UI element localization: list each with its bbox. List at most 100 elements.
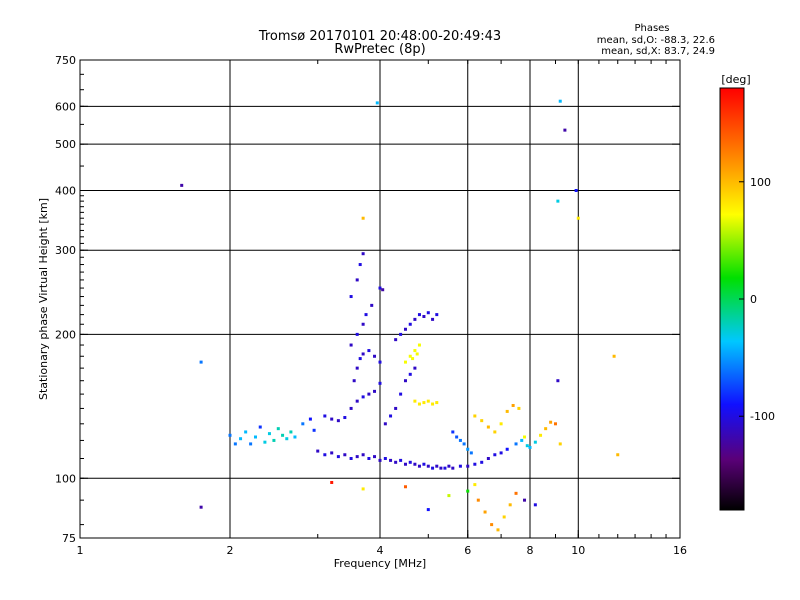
scatter-point: [361, 252, 365, 256]
y-tick-label: 500: [55, 138, 76, 151]
scatter-point: [553, 422, 557, 426]
scatter-point: [349, 343, 353, 347]
scatter-point: [403, 462, 407, 466]
x-tick-label: 6: [464, 544, 471, 557]
x-axis-ticks: 1 2 4 6 8 10 16: [77, 60, 687, 557]
scatter-point: [415, 352, 419, 356]
x-tick-label: 1: [77, 544, 84, 557]
scatter-point: [426, 311, 430, 315]
scatter-point: [239, 437, 243, 441]
scatter-point: [426, 399, 430, 403]
scatter-point: [431, 402, 435, 406]
scatter-point: [358, 263, 362, 267]
scatter-point: [233, 442, 237, 446]
scatter-point: [330, 417, 334, 421]
scatter-point: [330, 480, 334, 484]
scatter-point: [514, 491, 518, 495]
scatter-point: [336, 455, 340, 459]
scatter-point: [417, 464, 421, 468]
scatter-point: [361, 453, 365, 457]
scatter-point: [413, 462, 417, 466]
scatter-point: [493, 453, 497, 457]
scatter-point: [533, 440, 537, 444]
scatter-point: [528, 445, 532, 449]
scatter-point: [505, 409, 509, 413]
scatter-point: [355, 366, 359, 370]
y-tick-label: 75: [62, 532, 76, 545]
y-axis-label: Stationary phase Virtual Height [km]: [37, 198, 50, 400]
scatter-point: [490, 523, 494, 527]
scatter-point: [417, 313, 421, 317]
scatter-point: [447, 494, 451, 498]
scatter-point: [389, 458, 393, 462]
scatter-point: [466, 447, 470, 451]
scatter-point: [525, 444, 529, 448]
scatter-point: [413, 399, 417, 403]
scatter-point: [439, 466, 443, 470]
scatter-point: [361, 322, 365, 326]
scatter-point: [422, 401, 426, 405]
scatter-point: [612, 354, 616, 358]
scatter-point: [544, 427, 548, 431]
scatter-point: [373, 389, 377, 393]
scatter-point: [476, 498, 480, 502]
scatter-point: [480, 460, 484, 464]
scatter-point: [523, 498, 527, 502]
scatter-point: [403, 327, 407, 331]
scatter-point: [574, 188, 578, 192]
scatter-point: [523, 435, 527, 439]
scatter-point: [361, 352, 365, 356]
scatter-point: [367, 392, 371, 396]
scatter-point: [330, 451, 334, 455]
scatter-point: [413, 366, 417, 370]
scatter-point: [486, 425, 490, 429]
scatter-point: [355, 332, 359, 336]
scatter-point: [375, 101, 379, 105]
x-tick-label: 16: [673, 544, 687, 557]
x-tick-label: 2: [227, 544, 234, 557]
scatter-point: [394, 406, 398, 410]
scatter-point: [443, 466, 447, 470]
scatter-point: [199, 505, 203, 509]
scatter-point: [399, 392, 403, 396]
scatter-point: [361, 487, 365, 491]
scatter-point: [343, 416, 347, 420]
y-tick-label: 400: [55, 184, 76, 197]
chart-title-line2: RwPretec (8p): [334, 42, 425, 57]
scatter-point: [616, 453, 620, 457]
scatter-point: [244, 430, 248, 434]
scatter-point: [539, 433, 543, 437]
scatter-point: [389, 414, 393, 418]
scatter-point: [267, 432, 271, 436]
scatter-point: [417, 402, 421, 406]
scatter-point: [466, 489, 470, 493]
scatter-point: [263, 440, 267, 444]
scatter-point: [403, 360, 407, 364]
scatter-point: [499, 451, 503, 455]
colorbar-ticks: 100 0 -100: [739, 176, 775, 423]
scatter-point: [323, 414, 327, 418]
plot-grid: [80, 60, 680, 538]
scatter-point: [253, 435, 257, 439]
scatter-point: [408, 322, 412, 326]
scatter-point: [249, 442, 253, 446]
scatter-point: [355, 278, 359, 282]
colorbar-label: [deg]: [721, 73, 750, 86]
scatter-point: [499, 422, 503, 426]
scatter-point: [408, 460, 412, 464]
scatter-point: [349, 295, 353, 299]
scatter-point: [370, 303, 374, 307]
scatter-point: [293, 435, 297, 439]
scatter-point: [411, 357, 415, 361]
scatter-point: [408, 354, 412, 358]
scatter-point: [469, 451, 473, 455]
x-axis-label: Frequency [MHz]: [334, 557, 426, 570]
scatter-point: [394, 338, 398, 342]
scatter-point: [511, 403, 515, 407]
scatter-point: [281, 433, 285, 437]
scatter-point: [483, 510, 487, 514]
scatter-point: [514, 442, 518, 446]
scatter-point: [358, 357, 362, 361]
scatter-point: [558, 99, 562, 103]
scatter-point: [426, 464, 430, 468]
